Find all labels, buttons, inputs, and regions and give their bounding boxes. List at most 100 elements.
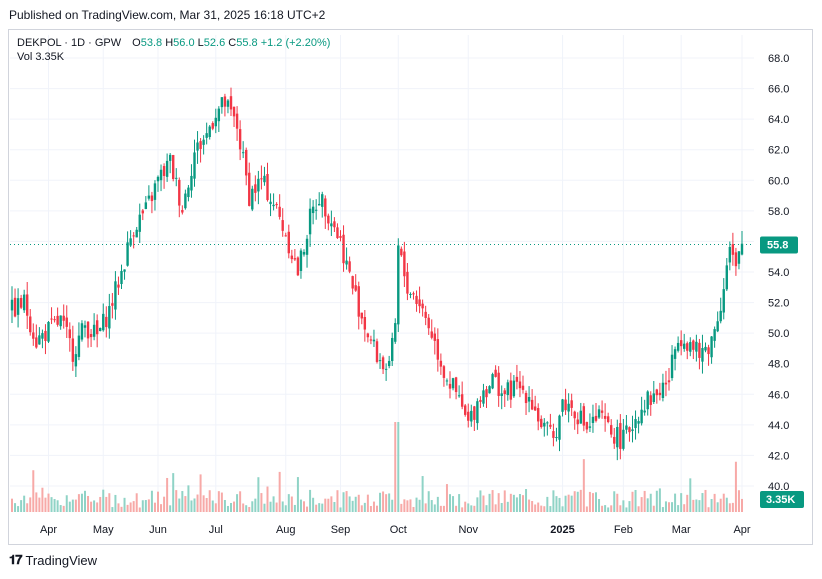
candle-body[interactable] [165,160,169,177]
candle-body[interactable] [266,173,269,201]
candle-body[interactable] [111,303,114,306]
candle-body[interactable] [676,342,680,351]
candle-body[interactable] [217,108,221,122]
candle-body[interactable] [184,193,187,209]
candle-body[interactable] [278,206,281,217]
candle-body[interactable] [424,311,427,318]
candle-body[interactable] [95,320,99,335]
candle-body[interactable] [263,175,266,183]
candle-body[interactable] [646,391,649,410]
candle-body[interactable] [363,316,367,330]
candle-body[interactable] [397,245,400,325]
candle-body[interactable] [467,411,470,421]
candle-body[interactable] [86,321,90,339]
candle-body[interactable] [606,416,610,423]
candle-body[interactable] [406,271,409,294]
candle-body[interactable] [181,209,184,213]
candle-body[interactable] [296,257,300,276]
candle-body[interactable] [661,382,665,398]
candle-body[interactable] [32,332,35,339]
candle-body[interactable] [168,154,172,161]
candle-body[interactable] [591,416,595,424]
candle-body[interactable] [686,343,689,351]
candle-body[interactable] [162,166,166,176]
candle-body[interactable] [543,422,546,427]
candle-body[interactable] [92,324,96,337]
candle-body[interactable] [187,187,190,198]
candle-body[interactable] [692,340,695,350]
candle-body[interactable] [664,382,668,385]
candle-body[interactable] [47,321,50,342]
candle-body[interactable] [518,381,522,389]
candle-body[interactable] [153,183,157,200]
candle-body[interactable] [150,195,154,202]
candle-body[interactable] [223,96,227,107]
candle-body[interactable] [430,331,433,338]
candle-body[interactable] [713,329,716,341]
candle-body[interactable] [451,378,455,389]
candle-body[interactable] [38,335,41,345]
candle-body[interactable] [318,203,321,206]
candle-body[interactable] [412,293,415,295]
candle-body[interactable] [728,246,732,263]
candle-body[interactable] [102,313,105,331]
candle-body[interactable] [229,96,233,110]
candle-body[interactable] [235,113,239,129]
candle-body[interactable] [199,141,202,149]
candle-body[interactable] [378,360,382,362]
candle-body[interactable] [491,374,494,389]
candle-body[interactable] [409,293,412,295]
candle-body[interactable] [394,323,397,342]
candle-body[interactable] [99,327,102,332]
candle-body[interactable] [105,316,108,328]
candle-body[interactable] [269,201,272,205]
candle-body[interactable] [497,372,500,396]
candle-body[interactable] [71,338,75,362]
candle-body[interactable] [375,341,379,362]
candle-body[interactable] [667,380,671,383]
candle-body[interactable] [314,209,318,211]
candle-body[interactable] [290,255,294,260]
candle-body[interactable] [357,286,360,317]
candle-body[interactable] [643,410,646,413]
candle-body[interactable] [287,231,290,254]
candle-body[interactable] [734,252,738,267]
candle-body[interactable] [141,210,144,214]
candle-body[interactable] [336,227,339,239]
candle-body[interactable] [77,335,81,357]
candle-body[interactable] [83,325,87,328]
candle-body[interactable] [555,437,558,439]
candle-body[interactable] [622,429,625,449]
candle-body[interactable] [50,318,53,320]
candle-body[interactable] [214,117,217,127]
candle-body[interactable] [232,106,236,117]
candle-body[interactable] [448,383,452,389]
candle-body[interactable] [503,390,506,395]
candle-body[interactable] [415,295,418,304]
candle-body[interactable] [211,123,214,129]
candle-body[interactable] [144,202,148,209]
candle-body[interactable] [594,415,598,421]
candle-body[interactable] [257,178,260,192]
candle-body[interactable] [670,354,674,379]
candle-body[interactable] [89,334,93,338]
candle-body[interactable] [68,329,71,339]
candle-body[interactable] [524,392,528,404]
candle-body[interactable] [208,126,211,138]
candle-body[interactable] [418,299,421,307]
candle-body[interactable] [722,289,725,313]
candle-body[interactable] [540,418,543,428]
candle-body[interactable] [26,294,29,316]
candle-body[interactable] [226,100,230,107]
candle-body[interactable] [649,395,652,405]
candle-body[interactable] [248,172,251,206]
candle-body[interactable] [582,406,586,426]
candle-body[interactable] [260,178,263,180]
candle-body[interactable] [120,270,123,285]
candle-body[interactable] [710,336,713,358]
candle-body[interactable] [546,422,549,424]
candle-body[interactable] [719,310,722,322]
candle-body[interactable] [299,250,303,271]
candle-body[interactable] [108,306,111,329]
